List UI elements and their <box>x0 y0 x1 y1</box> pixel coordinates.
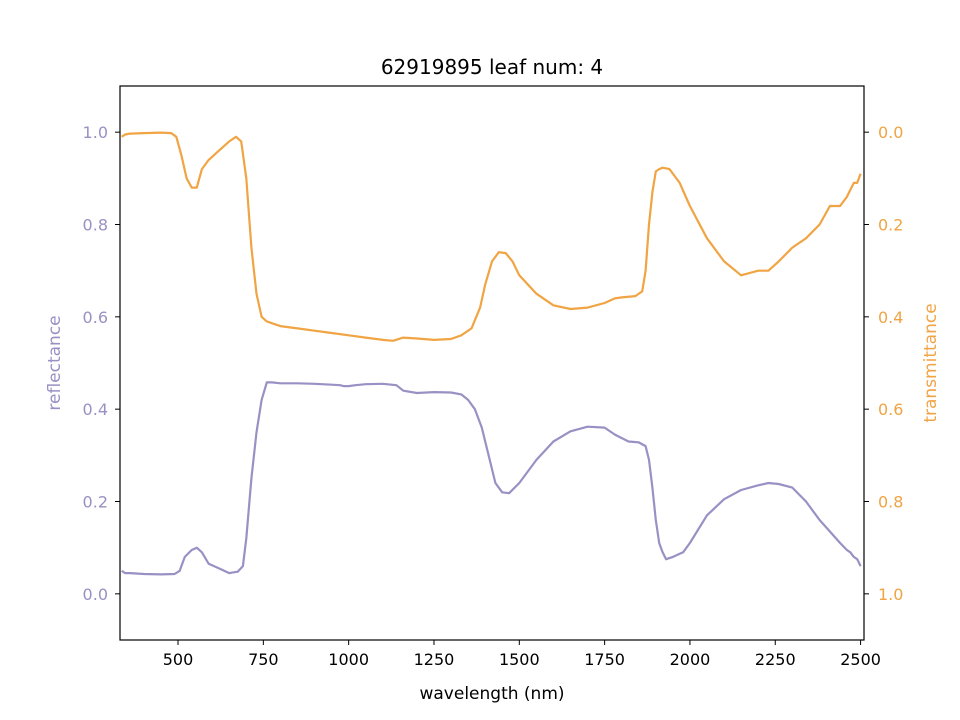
x-tick-label: 1500 <box>499 650 540 669</box>
right-y-tick-label: 0.2 <box>878 216 903 235</box>
series-layer <box>121 131 862 576</box>
left-axis-label: reflectance <box>45 315 65 410</box>
right-y-tick-label: 0.4 <box>878 308 903 327</box>
left-y-tick-label: 0.2 <box>83 493 108 512</box>
right-y-tick-label: 0.0 <box>878 123 903 142</box>
x-tick-label: 1250 <box>414 650 455 669</box>
right-y-tick-label: 0.6 <box>878 400 903 419</box>
x-tick-label: 1750 <box>584 650 625 669</box>
ticks-layer: 500 750 1000 1250 1500 1750 2000 2250 2500 0.0 0.2… <box>83 123 904 669</box>
right-y-tick-label: 0.8 <box>878 493 903 512</box>
x-axis-label: wavelength (nm) <box>419 684 564 704</box>
left-y-tick-label: 0.8 <box>83 216 108 235</box>
left-y-tick-label: 0.4 <box>83 400 108 419</box>
left-y-tick-label: 0.0 <box>83 585 108 604</box>
x-tick-label: 2500 <box>840 650 881 669</box>
right-y-tick-label: 1.0 <box>878 585 903 604</box>
right-axis-label: transmittance <box>921 303 941 422</box>
x-tick-label: 750 <box>248 650 279 669</box>
x-tick-label: 1000 <box>328 650 369 669</box>
plot-frame <box>119 85 865 641</box>
x-tick-label: 500 <box>163 650 194 669</box>
x-tick-label: 2000 <box>670 650 711 669</box>
transmittance-series-line <box>121 131 862 342</box>
reflectance-series-line <box>121 381 862 576</box>
x-tick-label: 2250 <box>755 650 796 669</box>
left-y-tick-label: 0.6 <box>83 308 108 327</box>
left-y-tick-label: 1.0 <box>83 123 108 142</box>
chart-title: 62919895 leaf num: 4 <box>381 55 603 79</box>
